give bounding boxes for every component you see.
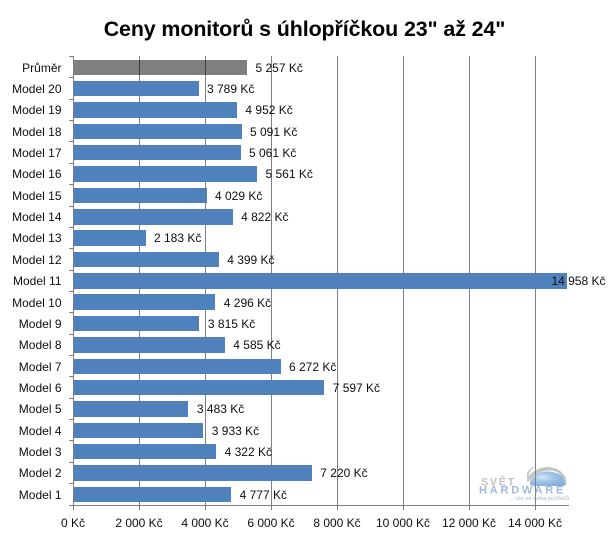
svg-text:SVĚT: SVĚT	[481, 476, 516, 489]
svg-text:HARDWARE: HARDWARE	[479, 485, 566, 497]
svg-text:... vše ze světa počítačů: ... vše ze světa počítačů	[509, 495, 569, 502]
